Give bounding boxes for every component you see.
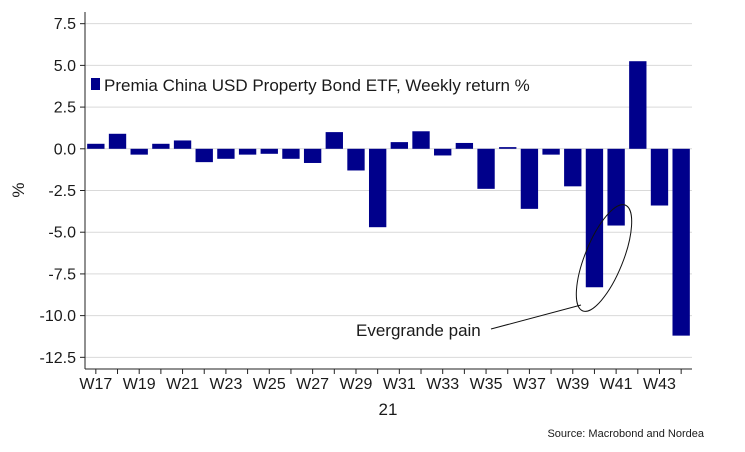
bar-w18 [108,133,127,149]
bar-w25 [260,148,278,154]
x-tick-label: W37 [513,376,546,393]
bar-w21 [173,140,192,149]
y-tick-label: 0.0 [54,141,76,158]
y-tick-label: -12.5 [40,350,77,367]
y-tick-label: -2.5 [48,183,76,200]
x-tick-label: W19 [123,376,156,393]
x-axis-label: 21 [379,400,398,419]
x-tick-label: W29 [340,376,373,393]
bar-w33 [434,148,452,156]
x-tick-label: W35 [470,376,503,393]
bar-w31 [390,142,409,149]
bar-w41 [607,148,625,226]
x-tick-label: W43 [643,376,676,393]
bar-w19 [130,148,148,155]
bars [87,61,690,336]
bar-w38 [542,148,560,155]
bar-w29 [347,148,365,171]
legend-swatch [91,78,100,90]
x-tick-label: W21 [166,376,199,393]
bar-w20 [152,143,170,149]
bar-w36 [499,147,517,149]
bar-w28 [325,132,343,149]
y-tick-label: -5.0 [48,225,76,242]
bar-w24 [238,148,257,155]
bar-w26 [282,148,300,159]
x-tick-label: W23 [209,376,242,393]
y-tick-label: -10.0 [40,308,77,325]
bar-w37 [520,148,539,209]
x-tick-label: W31 [383,376,416,393]
y-axis-ticks: 7.5 5.0 2.5 0.0 -2.5 -5.0 -7.5 -10.0 -12.5 [40,16,85,367]
x-tick-label: W41 [600,376,633,393]
annotation-label: Evergrande pain [356,321,481,340]
bar-w44 [672,148,690,336]
y-tick-label: -7.5 [48,266,76,283]
bar-w32 [412,131,430,149]
bar-w40 [585,148,604,288]
x-tick-label: W25 [253,376,286,393]
bar-w42 [629,61,647,149]
source-note: Source: Macrobond and Nordea [547,428,704,440]
bar-w43 [650,148,669,206]
bar-w17 [87,143,105,149]
x-axis-ticks: W17 W19 W21 W23 W25 W27 W29 W31 W33 W35 W37 W39 W41 W… [79,369,682,393]
bar-w34 [455,142,474,149]
bar-w22 [195,148,213,163]
annotation-ellipse [575,204,633,312]
bar-w39 [564,148,582,187]
y-tick-label: 2.5 [54,100,76,117]
y-axis-label: % [9,182,28,197]
bar-w23 [217,148,235,159]
bar-w30 [368,148,387,228]
x-tick-label: W39 [556,376,589,393]
x-tick-label: W33 [426,376,459,393]
legend-label: Premia China USD Property Bond ETF, Week… [104,76,530,95]
x-tick-label: W17 [79,376,112,393]
y-tick-label: 7.5 [54,16,76,33]
x-tick-label: W27 [296,376,329,393]
bar-w35 [477,148,495,189]
annotation-pointer [490,304,582,330]
y-tick-label: 5.0 [54,58,76,75]
bar-w27 [303,148,322,163]
